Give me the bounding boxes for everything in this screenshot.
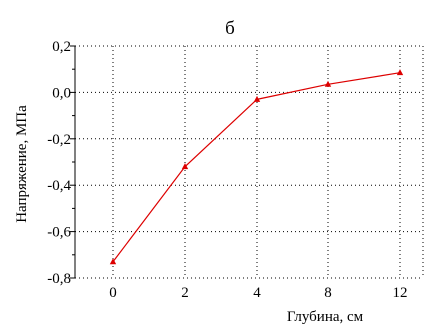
data-point [109, 258, 117, 265]
y-axis-label: Напряжение, МПа [14, 105, 30, 223]
axes [70, 45, 424, 279]
grid [75, 46, 423, 278]
chart-title: б [225, 18, 235, 39]
x-tick-label: 8 [324, 285, 332, 301]
series-layer [109, 69, 404, 265]
y-tick-label: -0,8 [47, 271, 71, 287]
y-tick-label: -0,4 [47, 178, 71, 194]
y-tick-label: -0,6 [47, 225, 71, 241]
y-tick-label: -0,2 [47, 132, 71, 148]
x-tick-label: 12 [393, 285, 408, 301]
x-axis-label: Глубина, см [287, 309, 364, 325]
x-tick-label: 2 [181, 285, 189, 301]
x-tick-label: 0 [109, 285, 117, 301]
y-tick-label: 0,0 [52, 85, 71, 101]
x-tick-label: 4 [253, 285, 261, 301]
x-tick-labels: 0 2 4 8 12 [109, 285, 407, 301]
y-tick-labels: 0,2 0,0 -0,2 -0,4 -0,6 -0,8 [47, 39, 71, 287]
data-point [253, 95, 261, 102]
data-point [396, 69, 404, 76]
data-point [181, 163, 189, 170]
y-tick-label: 0,2 [52, 39, 71, 55]
data-point [324, 80, 332, 87]
